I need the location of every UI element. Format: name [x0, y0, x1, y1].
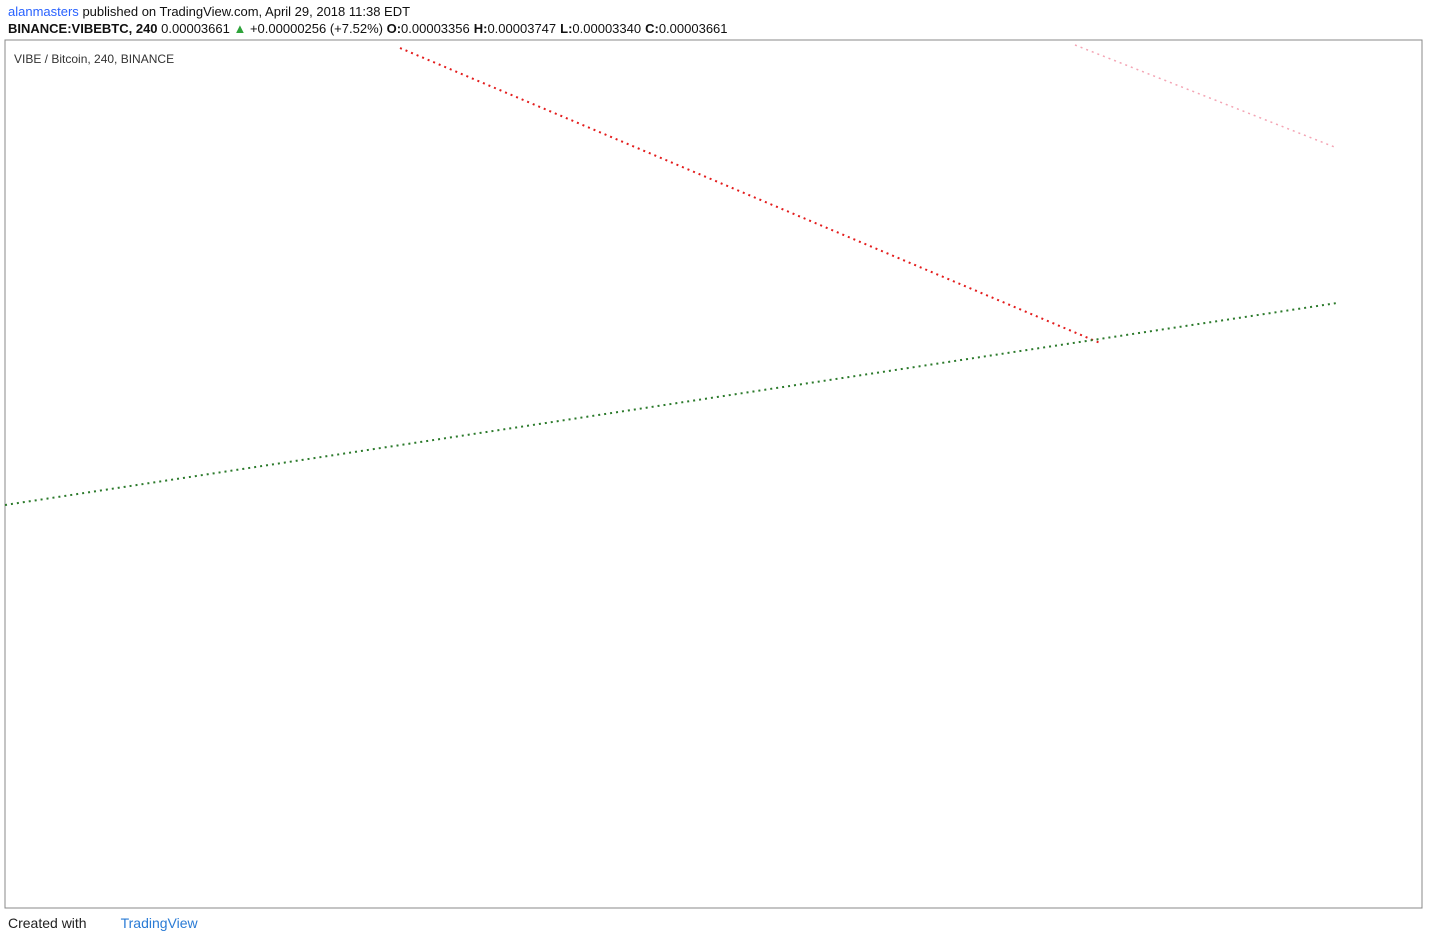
- ohlc-key: C:: [645, 21, 659, 36]
- header: alanmasters published on TradingView.com…: [8, 3, 732, 37]
- footer: Created with TradingView: [8, 915, 198, 931]
- ohlc-key: H:: [473, 21, 488, 36]
- brand: TradingView: [120, 915, 198, 931]
- publisher: alanmasters: [8, 4, 79, 19]
- frame: [4, 39, 1423, 909]
- price: 0.00003661: [161, 21, 230, 36]
- header-line: alanmasters published on TradingView.com…: [8, 3, 732, 20]
- ohlc-value: 0.00003340: [572, 21, 642, 36]
- chart-title: VIBE / Bitcoin, 240, BINANCE: [14, 52, 174, 66]
- trend-line: [399, 47, 1101, 344]
- ohlc-value: 0.00003661: [658, 21, 728, 36]
- ohlc-key: L:: [560, 21, 573, 36]
- up-arrow: ▲: [233, 21, 247, 36]
- ohlc-value: 0.00003356: [401, 21, 470, 36]
- ohlc-value: 0.00003747: [487, 21, 557, 36]
- published: published on TradingView.com, April 29, …: [82, 4, 411, 19]
- quote-line: BINANCE:VIBEBTC, 240 0.00003661 ▲ +0.000…: [8, 20, 732, 37]
- symbol: BINANCE:VIBEBTC, 240: [8, 21, 158, 36]
- created: Created with: [8, 915, 87, 931]
- trend-line: [1074, 44, 1338, 149]
- change: +0.00000256 (+7.52%): [249, 21, 383, 36]
- ohlc-key: O:: [386, 21, 402, 36]
- trend-line: [4, 302, 1338, 506]
- ohlc: O:0.00003356 H:0.00003747 L:0.00003340 C:0.…: [387, 21, 732, 36]
